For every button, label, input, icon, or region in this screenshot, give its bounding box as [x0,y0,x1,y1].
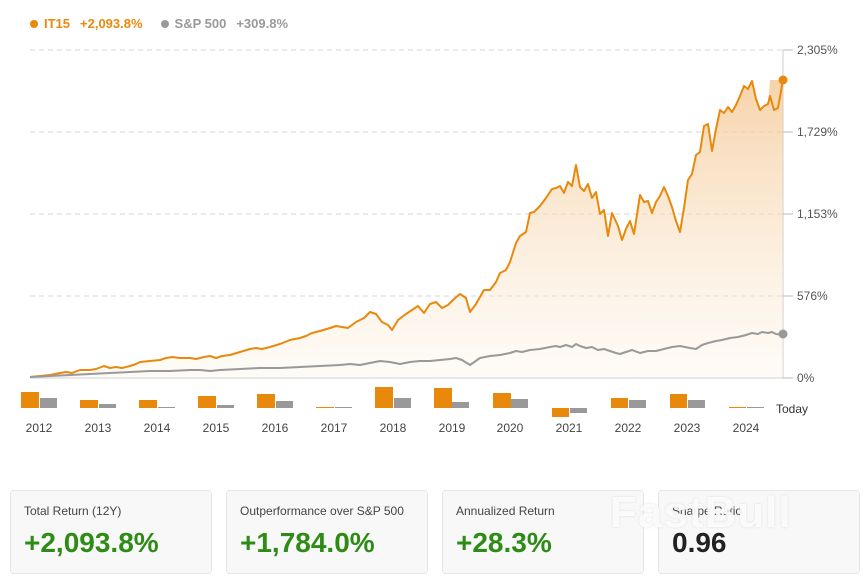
year-label: 2022 [614,421,642,435]
year-label: 2023 [673,421,701,435]
annual-bars [21,387,764,417]
card-value: +2,093.8% [24,527,159,558]
annualized-return-card: Annualized Return +28.3% [442,490,644,574]
chart-legend: IT15 +2,093.8% S&P 500 +309.8% [30,16,288,31]
legend-it15-value: +2,093.8% [80,16,143,31]
y-tick-label: 0% [797,371,815,385]
card-label: Sharpe Ratio [672,504,743,518]
y-tick-label: 576% [797,289,828,303]
y-tick-label: 2,305% [797,43,838,57]
outperformance-card: Outperformance over S&P 500 +1,784.0% [226,490,428,574]
year-label: 2019 [438,421,466,435]
it15-line [29,79,784,378]
sp500-endpoint-marker[interactable] [778,329,788,339]
year-label: 2018 [379,421,407,435]
y-axis-ticks [783,49,793,379]
card-value: 0.96 [672,527,727,558]
it15-area [30,80,783,377]
performance-chart: 2,305% 1,729% 1,153% 576% 0% [21,43,838,417]
it15-dot-icon [30,19,38,28]
it15-endpoint-marker[interactable] [778,75,788,85]
card-label: Outperformance over S&P 500 [240,504,404,518]
y-tick-label: 1,153% [797,207,838,221]
today-label: Today [776,402,809,416]
y-tick-label: 1,729% [797,125,838,139]
year-label: 2020 [496,421,524,435]
year-label: 2012 [25,421,53,435]
year-label: 2016 [261,421,289,435]
legend-item-sp500[interactable]: S&P 500 +309.8% [160,16,289,31]
card-label: Annualized Return [456,504,555,518]
year-label: 2017 [320,421,348,435]
legend-sp500-value: +309.8% [236,16,289,31]
legend-sp500-name: S&P 500 [174,16,227,31]
card-value: +1,784.0% [240,527,375,558]
sp500-line [29,331,784,378]
card-label: Total Return (12Y) [24,504,122,518]
year-label: 2015 [202,421,230,435]
year-label: 2014 [143,421,171,435]
legend-it15-name: IT15 [44,16,71,31]
year-label: 2021 [555,421,583,435]
sharpe-ratio-card: Sharpe Ratio 0.96 [658,490,860,574]
year-label: 2013 [84,421,112,435]
legend-item-it15[interactable]: IT15 +2,093.8% [30,16,143,31]
total-return-card: Total Return (12Y) +2,093.8% [10,490,212,574]
year-label: 2024 [732,421,760,435]
card-value: +28.3% [456,527,552,558]
sp500-dot-icon [160,19,169,28]
